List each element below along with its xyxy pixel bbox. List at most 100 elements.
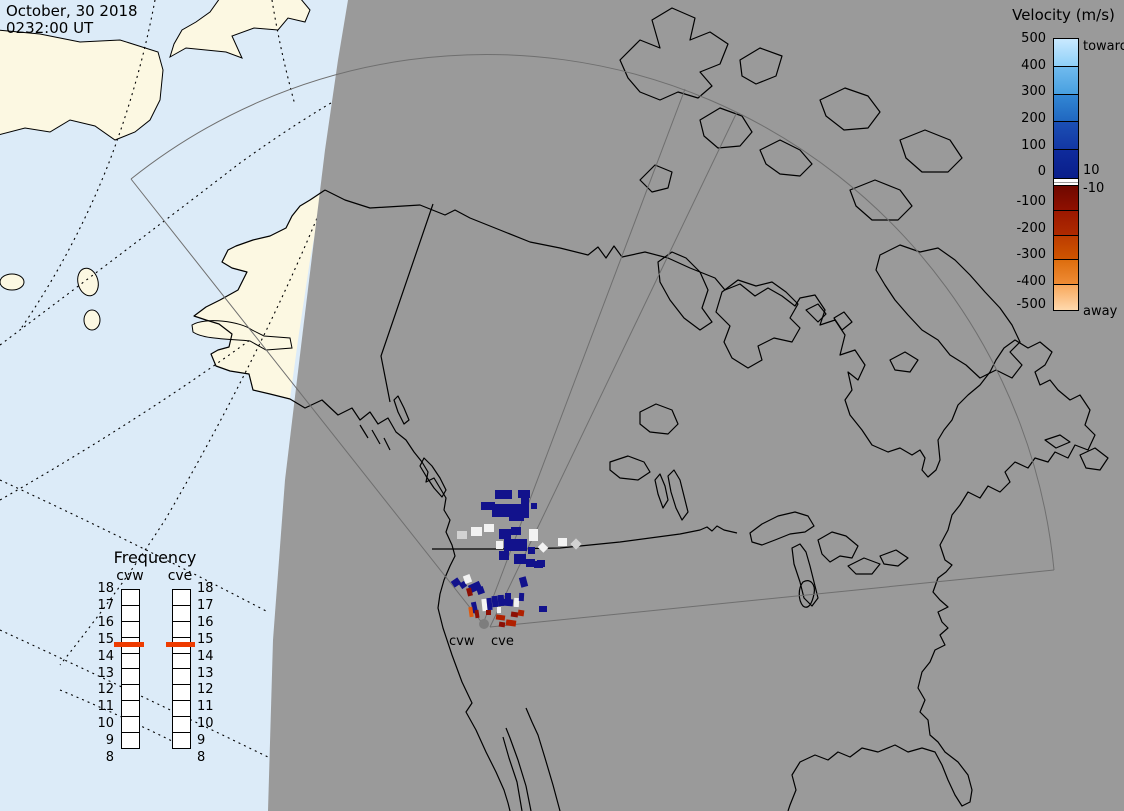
echo-cell-d	[474, 609, 480, 619]
echo-cell-w	[529, 529, 538, 541]
frequency-cell	[121, 700, 140, 718]
frequency-tick-label: 13	[197, 665, 214, 681]
frequency-tick-label: 17	[97, 597, 114, 613]
island-baffin	[875, 244, 1023, 379]
frequency-tick-label: 8	[197, 750, 206, 765]
frequency-cell	[172, 684, 191, 702]
frequency-tick-label: 10	[97, 716, 114, 732]
frequency-tick-label: 16	[97, 614, 114, 630]
colorbar-tick-label: -400	[1016, 274, 1046, 289]
colorbar-segment	[1054, 94, 1078, 123]
fan-left-edge	[130, 178, 484, 625]
echo-cell-g	[570, 538, 582, 550]
island-small-2	[0, 273, 25, 291]
frequency-tick-label: 15	[97, 631, 114, 647]
frequency-ladder-cve	[172, 589, 191, 749]
echo-cell-n	[492, 504, 522, 517]
frequency-col-label-cvw: cvw	[116, 568, 144, 584]
coast-panhandle	[359, 424, 391, 451]
colorbar-away-label: away	[1083, 304, 1118, 319]
fan-cve-left-edge	[489, 111, 738, 628]
colorbar-segment	[1054, 235, 1078, 261]
frequency-cell	[172, 604, 191, 622]
frequency-ladder-cvw	[121, 589, 140, 749]
frequency-marker-cvw	[114, 642, 144, 647]
echo-cell-w	[481, 598, 488, 612]
echo-cell-r	[505, 619, 517, 627]
echo-cell-n	[505, 593, 511, 602]
frequency-tick-label: 12	[197, 682, 214, 698]
colorbar-tick-label: 100	[1021, 138, 1046, 153]
echo-cells	[450, 490, 582, 628]
colorbar-away-section	[1054, 185, 1078, 310]
echo-cell-n	[518, 592, 525, 602]
frequency-tick-label: 14	[97, 648, 114, 664]
frequency-col-label-cve: cve	[167, 568, 193, 584]
island-victoria	[715, 279, 801, 369]
echo-cell-n	[491, 595, 499, 608]
echo-cell-n	[531, 503, 537, 509]
island-pow	[805, 303, 827, 323]
echo-cell-n	[495, 490, 512, 499]
frequency-tick-label: 8	[105, 750, 114, 765]
land-alaska-peninsula	[191, 320, 293, 351]
lake-michigan	[791, 543, 819, 607]
echo-cell-w	[513, 597, 520, 608]
coast-pacific	[193, 189, 511, 811]
echo-cell-d	[510, 611, 519, 618]
day-land	[0, 0, 325, 399]
velocity-colorbar	[1053, 38, 1079, 311]
echo-cell-n	[537, 560, 545, 567]
frequency-cell	[172, 716, 191, 734]
lake-erie	[847, 557, 881, 575]
radar-label-cvw: cvw	[449, 634, 475, 649]
colorbar-segment	[1054, 122, 1078, 151]
frequency-cell	[121, 589, 140, 606]
frequency-cell	[172, 700, 191, 718]
island-ellesmere	[619, 7, 729, 101]
frequency-panel-title: Frequency	[113, 548, 197, 567]
island-small-1	[83, 309, 101, 331]
frequency-tick-label: 9	[197, 733, 206, 749]
lake-superior	[749, 511, 815, 546]
frequency-cell	[121, 620, 140, 638]
frequency-tick-label: 11	[197, 699, 214, 715]
echo-cell-w	[497, 607, 501, 613]
frequency-cell	[172, 589, 191, 606]
colorbar-tick-label: 400	[1021, 58, 1046, 73]
island-arctic-5	[849, 179, 913, 221]
island-devon	[699, 107, 753, 149]
island-arctic-2	[759, 139, 813, 177]
frequency-tick-label: 15	[197, 631, 214, 647]
echo-cell-n	[497, 594, 505, 607]
echo-cell-n	[458, 580, 468, 590]
island-vancouver	[419, 457, 447, 498]
colorbar-toward-section	[1054, 39, 1078, 178]
echo-cell-n	[539, 606, 547, 612]
colorbar-neg-threshold: -10	[1083, 181, 1105, 196]
frequency-tick-label: 9	[105, 733, 114, 749]
frequency-cell	[172, 668, 191, 686]
echo-cell-w	[484, 524, 494, 532]
island-kwi	[833, 311, 853, 331]
island-haida-gwaii	[393, 395, 410, 425]
echo-cell-d	[466, 587, 473, 597]
colorbar-tick-label: 300	[1021, 84, 1046, 99]
lake-ontario	[879, 549, 909, 567]
island-st-lawrence	[77, 267, 99, 297]
echo-cell-w	[496, 541, 503, 549]
echo-cell-d	[486, 610, 491, 615]
colorbar-tick-label: -100	[1016, 194, 1046, 209]
echo-cell-n	[504, 539, 527, 551]
colorbar-segment	[1054, 66, 1078, 95]
frequency-cell	[121, 716, 140, 734]
frequency-marker-cve	[166, 642, 195, 647]
echo-cell-n	[514, 554, 526, 564]
echo-cell-n	[486, 597, 493, 611]
lake-winnipeg	[667, 469, 689, 521]
colorbar-segment	[1054, 39, 1078, 67]
echo-cell-n	[511, 527, 521, 535]
radar-label-cve: cve	[491, 634, 514, 649]
coast-baja-east	[505, 727, 532, 811]
colorbar-tick-label: -200	[1016, 221, 1046, 236]
